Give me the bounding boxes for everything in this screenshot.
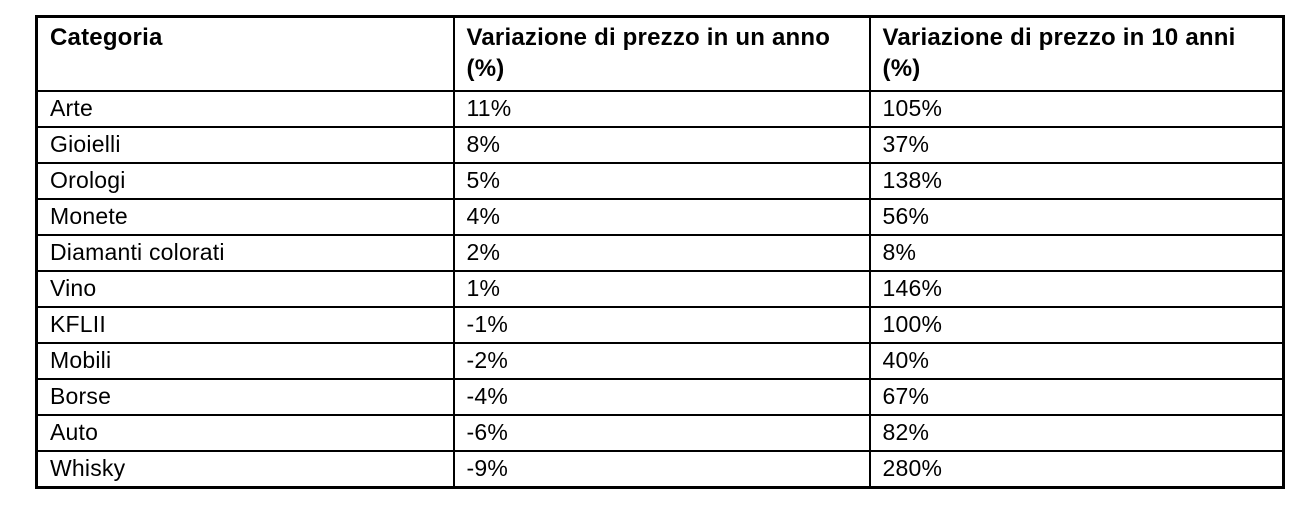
cell-variazione-un-anno: -2% <box>452 341 871 380</box>
cell-variazione-dieci-anni: 138% <box>868 161 1285 200</box>
cell-variazione-un-anno: -6% <box>452 413 871 452</box>
table-row: Vino 1% 146% <box>35 269 1285 308</box>
cell-variazione-un-anno: 8% <box>452 125 871 164</box>
table-row: Whisky -9% 280% <box>35 449 1285 488</box>
cell-variazione-un-anno: -1% <box>452 305 871 344</box>
cell-categoria: KFLII <box>35 305 455 344</box>
table-row: KFLII -1% 100% <box>35 305 1285 344</box>
table-row: Orologi 5% 138% <box>35 161 1285 200</box>
cell-variazione-dieci-anni: 280% <box>868 449 1285 488</box>
cell-variazione-un-anno: 4% <box>452 197 871 236</box>
cell-variazione-un-anno: 5% <box>452 161 871 200</box>
column-header-variazione-un-anno: Variazione di prezzo in un anno (%) <box>452 15 871 92</box>
column-header-categoria: Categoria <box>35 15 455 92</box>
cell-variazione-un-anno: 11% <box>452 89 871 128</box>
cell-categoria: Gioielli <box>35 125 455 164</box>
column-header-variazione-dieci-anni: Variazione di prezzo in 10 anni (%) <box>868 15 1285 92</box>
cell-categoria: Diamanti colorati <box>35 233 455 272</box>
table-body: Arte 11% 105% Gioielli 8% 37% Orologi 5%… <box>35 89 1285 488</box>
cell-variazione-dieci-anni: 40% <box>868 341 1285 380</box>
cell-categoria: Arte <box>35 89 455 128</box>
table-row: Auto -6% 82% <box>35 413 1285 452</box>
cell-categoria: Borse <box>35 377 455 416</box>
cell-categoria: Vino <box>35 269 455 308</box>
cell-variazione-dieci-anni: 8% <box>868 233 1285 272</box>
cell-variazione-un-anno: 1% <box>452 269 871 308</box>
table-row: Arte 11% 105% <box>35 89 1285 128</box>
cell-variazione-dieci-anni: 67% <box>868 377 1285 416</box>
cell-variazione-un-anno: -4% <box>452 377 871 416</box>
page: Categoria Variazione di prezzo in un ann… <box>0 15 1314 512</box>
table-row: Borse -4% 67% <box>35 377 1285 416</box>
cell-categoria: Whisky <box>35 449 455 488</box>
table-row: Gioielli 8% 37% <box>35 125 1285 164</box>
cell-categoria: Monete <box>35 197 455 236</box>
table-header: Categoria Variazione di prezzo in un ann… <box>35 15 1285 92</box>
cell-variazione-dieci-anni: 146% <box>868 269 1285 308</box>
cell-variazione-un-anno: -9% <box>452 449 871 488</box>
table-row: Diamanti colorati 2% 8% <box>35 233 1285 272</box>
header-row: Categoria Variazione di prezzo in un ann… <box>35 15 1285 92</box>
cell-categoria: Orologi <box>35 161 455 200</box>
cell-variazione-dieci-anni: 100% <box>868 305 1285 344</box>
cell-categoria: Auto <box>35 413 455 452</box>
price-variation-table: Categoria Variazione di prezzo in un ann… <box>35 15 1285 489</box>
table-row: Monete 4% 56% <box>35 197 1285 236</box>
cell-variazione-dieci-anni: 105% <box>868 89 1285 128</box>
cell-variazione-dieci-anni: 37% <box>868 125 1285 164</box>
table-row: Mobili -2% 40% <box>35 341 1285 380</box>
cell-variazione-dieci-anni: 82% <box>868 413 1285 452</box>
cell-variazione-un-anno: 2% <box>452 233 871 272</box>
cell-variazione-dieci-anni: 56% <box>868 197 1285 236</box>
cell-categoria: Mobili <box>35 341 455 380</box>
